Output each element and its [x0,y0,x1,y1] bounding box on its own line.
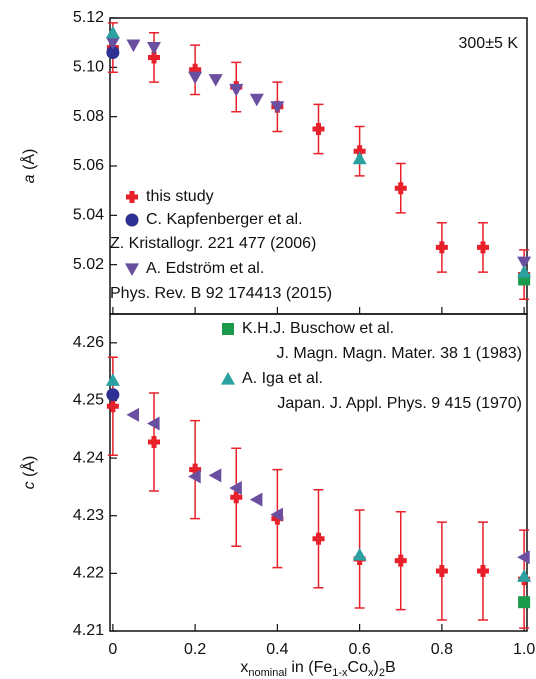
marker [394,554,407,567]
marker [249,492,263,507]
y-tick-label: 4.24 [73,449,104,466]
x-axis-label: xnominal in (Fe1-xCox)2B [240,659,395,679]
y-axis-label: a (Å) [19,149,38,184]
annotation: 300±5 K [459,35,519,52]
marker [229,481,242,496]
x-label-part: x [240,659,248,676]
y-tick-label: 4.21 [73,622,104,639]
legend-label: C. Kapfenberger et al. [146,211,303,228]
legend-reference: Japan. J. Appl. Phys. 9 415 (1970) [277,395,522,412]
marker [249,93,264,107]
legend-marker [125,263,139,276]
marker [476,241,489,254]
plot-frame [109,313,528,632]
marker [188,71,203,85]
marker [188,469,201,484]
legend-label: A. Edström et al. [146,260,264,277]
y-tick-label: 5.06 [73,157,104,174]
y-label-part: (Å) [19,456,38,482]
y-axis-label: c (Å) [19,456,38,490]
x-label-part: ) [373,659,378,676]
marker [312,123,325,135]
y-label-part: c [21,481,38,489]
y-tick-label: 4.22 [73,565,104,582]
y-tick-label: 4.23 [73,507,104,524]
y-tick-label: 5.04 [73,207,104,224]
y-label-part: a [21,174,38,183]
legend-label: K.H.J. Buschow et al. [242,320,394,337]
y-tick-label: 5.02 [73,256,104,273]
legend-reference: Phys. Rev. B 92 174413 (2015) [110,285,332,302]
marker [270,507,283,522]
y-tick-label: 4.25 [73,392,104,409]
marker [435,241,448,254]
marker [126,407,140,422]
marker [105,373,120,386]
legend-marker [126,191,138,203]
marker [476,565,489,578]
marker [312,532,325,545]
y-tick-label: 5.12 [73,9,104,26]
x-tick-label: 0.4 [266,641,288,658]
x-label-part: x [368,667,374,679]
legend-label: this study [146,188,214,205]
marker [106,388,120,402]
marker [147,42,162,55]
marker [147,416,160,431]
legend-marker [221,372,235,385]
marker [394,182,407,195]
marker [106,400,119,413]
x-tick-label: 0.2 [184,641,206,658]
y-tick-label: 5.10 [73,59,104,76]
x-label-part: 2 [379,667,385,679]
marker [352,151,367,165]
marker [517,569,532,582]
y-label-part: (Å) [19,149,38,175]
x-tick-label: 1.0 [513,641,535,658]
legend-reference: J. Magn. Magn. Mater. 38 1 (1983) [277,345,522,362]
marker [105,37,120,50]
marker [517,265,532,278]
legend-marker [125,213,139,227]
marker [106,46,120,60]
marker [148,435,161,448]
marker [517,550,530,565]
marker [208,74,223,87]
marker [435,565,448,578]
x-tick-label: 0.6 [348,641,370,658]
marker [270,101,285,114]
x-label-part: nominal [248,667,287,679]
x-tick-label: 0.8 [431,641,453,658]
y-tick-label: 4.26 [73,334,104,351]
x-label-part: in (Fe [287,659,332,676]
legend-label: A. Iga et al. [242,370,323,387]
x-label-part: 1-x [332,667,348,679]
marker [208,468,222,483]
marker [105,25,120,39]
marker [229,83,244,97]
marker [126,39,141,53]
marker [352,547,367,561]
y-tick-label: 5.08 [73,108,104,125]
legend-marker [222,323,234,335]
legend-reference: Z. Kristallogr. 221 477 (2006) [110,235,316,252]
marker [518,596,531,609]
x-label-part: B [385,659,396,676]
marker [517,256,532,270]
marker [230,491,243,504]
x-label-part: Co [348,659,369,676]
x-tick-label: 0 [108,641,117,658]
